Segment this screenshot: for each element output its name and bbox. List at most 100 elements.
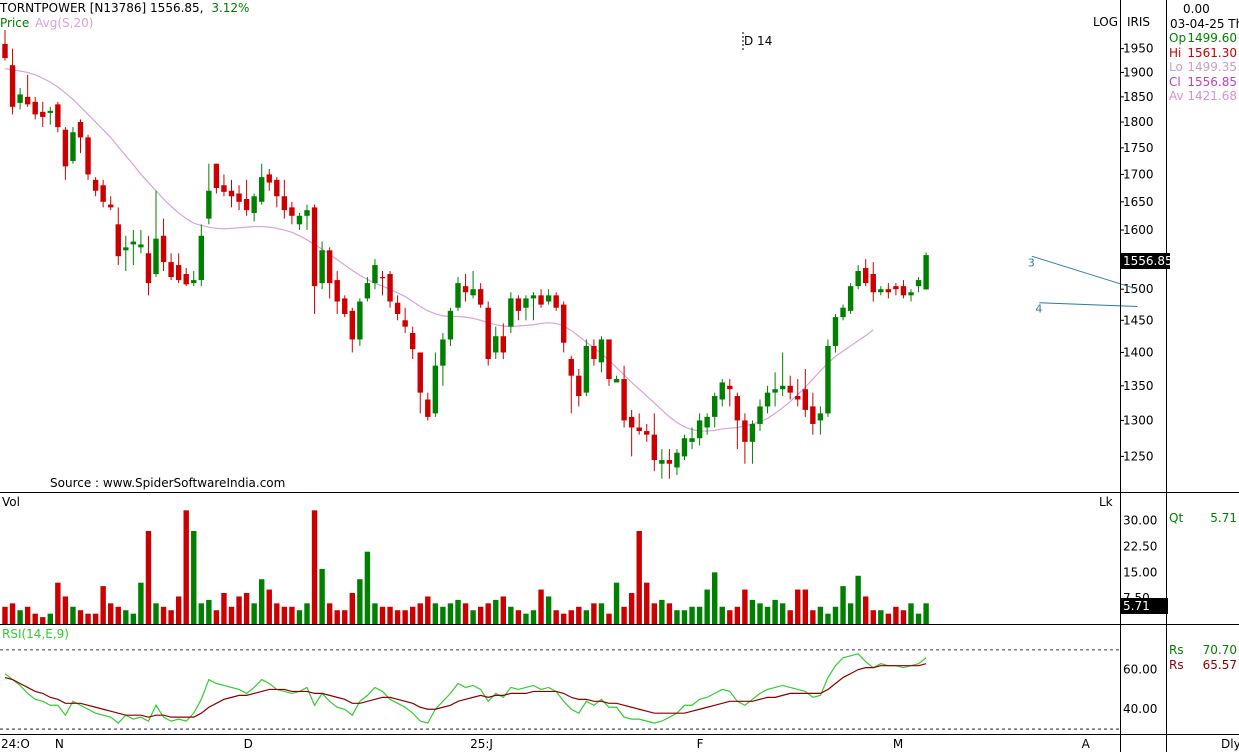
volume-bar: [742, 589, 748, 624]
candle: [689, 427, 695, 450]
candle: [606, 339, 612, 386]
volume-bar: [243, 593, 250, 624]
candle-body: [251, 196, 257, 213]
candle-body: [175, 265, 182, 281]
candle-body: [885, 289, 892, 293]
price-tick-label: 1250: [1123, 449, 1154, 463]
volume-bar: [326, 603, 333, 624]
candle-body: [228, 190, 235, 197]
volume-bar: [311, 510, 318, 624]
volume-bar: [847, 603, 854, 624]
candle-body: [259, 177, 265, 202]
candle-body: [334, 280, 340, 302]
volume-bar: [591, 603, 597, 624]
ohlc-key: Av: [1169, 89, 1184, 103]
candle-body: [432, 365, 439, 414]
candle-body: [274, 179, 280, 197]
volume-bar: [32, 613, 38, 624]
candle-body: [357, 301, 363, 340]
volume-bar: [183, 510, 189, 624]
candle: [326, 247, 333, 299]
candle: [696, 413, 703, 446]
candle-body: [787, 385, 793, 393]
candle-body: [779, 385, 786, 390]
candle-body: [477, 289, 484, 305]
candle-body: [719, 382, 725, 400]
volume-bar: [817, 606, 824, 624]
qt-value: 5.71: [1210, 511, 1237, 525]
candle: [621, 365, 627, 428]
trend-line: [1031, 255, 1138, 290]
candle: [538, 289, 544, 308]
candle: [296, 212, 303, 231]
candle-body: [326, 250, 333, 284]
candle-body: [628, 416, 635, 428]
candle: [545, 289, 552, 305]
candle: [349, 307, 355, 353]
candle: [175, 253, 182, 284]
volume-bar: [123, 610, 129, 624]
volume-bar: [644, 582, 650, 624]
candle: [92, 177, 99, 197]
candle-body: [493, 336, 499, 353]
candle: [432, 352, 439, 417]
candle: [372, 259, 378, 290]
candle: [153, 190, 159, 278]
x-axis-label: 24:O: [1, 737, 30, 751]
candle: [651, 413, 657, 472]
price-tick-label: 1600: [1123, 223, 1154, 237]
ohlc-value: 1421.68: [1187, 89, 1237, 103]
volume-bar: [561, 613, 567, 624]
candle: [553, 292, 559, 311]
candle-body: [666, 460, 673, 464]
log-toggle[interactable]: LOG: [1093, 15, 1119, 29]
volume-bar: [621, 606, 627, 624]
volume-bar: [923, 603, 929, 624]
candle-body: [9, 65, 16, 107]
ohlc-key: Op: [1169, 31, 1187, 45]
candle: [659, 449, 665, 479]
volume-bar: [666, 603, 673, 624]
candle-body: [40, 111, 46, 117]
candle: [787, 375, 793, 400]
candle-body: [636, 427, 642, 432]
candle-body: [644, 431, 650, 435]
volume-bar: [915, 613, 922, 624]
candle-body: [591, 345, 597, 360]
rs1-value: 70.70: [1202, 643, 1237, 657]
candle: [440, 333, 446, 386]
candle-body: [47, 110, 53, 113]
rs2-label: Rs: [1169, 658, 1184, 672]
candle-body: [402, 320, 408, 327]
volume-bar: [9, 603, 16, 624]
candle-body: [530, 295, 537, 299]
candle: [410, 326, 416, 360]
volume-bar: [168, 610, 174, 624]
volume-bar: [863, 596, 869, 624]
panel-separator: [0, 624, 1239, 625]
candle-body: [92, 179, 99, 191]
volume-bar: [727, 610, 733, 624]
x-axis-label: A: [1082, 737, 1091, 751]
symbol-name: TORNTPOWER [N13786]: [0, 1, 147, 15]
iris-label: IRIS: [1127, 15, 1151, 29]
volume-bar: [576, 606, 582, 624]
candle: [523, 295, 529, 321]
ohlc-key: Cl: [1169, 74, 1181, 89]
candle-body: [206, 190, 212, 219]
candle: [213, 163, 220, 194]
candle: [613, 375, 620, 383]
candle: [832, 313, 839, 353]
volume-bar: [515, 610, 522, 624]
volume-bar: [364, 551, 371, 624]
candle: [138, 230, 144, 254]
candle-body: [387, 274, 393, 302]
volume-bar: [100, 586, 106, 624]
candle-body: [749, 423, 756, 442]
volume-bar: [432, 603, 439, 624]
volume-bar: [651, 603, 657, 624]
candle-body: [847, 286, 854, 311]
candle-body: [727, 385, 733, 390]
candle: [2, 30, 8, 61]
